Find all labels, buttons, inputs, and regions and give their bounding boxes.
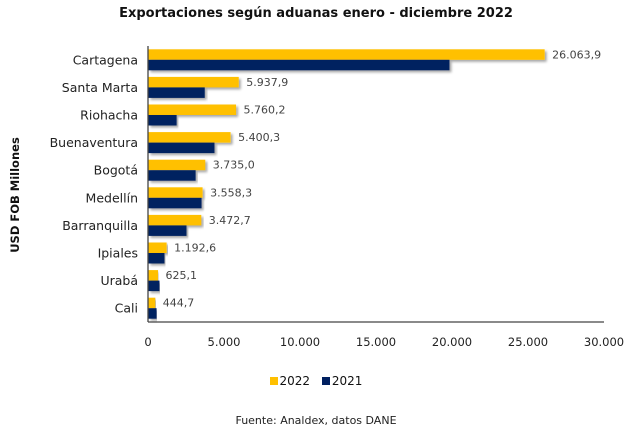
bar-2022-medellin xyxy=(148,187,203,198)
legend-label-2022: 2022 xyxy=(279,374,311,388)
category-label-riohacha: Riohacha xyxy=(80,108,138,123)
bar-2022-buenaventura xyxy=(148,132,231,143)
legend-swatch-2021 xyxy=(321,377,330,385)
data-label-2022-medellin: 3.558,3 xyxy=(210,186,252,199)
category-label-ipiales: Ipiales xyxy=(98,246,138,261)
x-tick-label: 10.000 xyxy=(280,335,320,349)
bar-2022-riohacha xyxy=(148,104,237,115)
bar-2021-medellin xyxy=(148,197,202,209)
bar-2022-uraba xyxy=(148,270,159,281)
x-tick-label: 0 xyxy=(144,335,151,349)
bar-2021-barranquilla xyxy=(148,225,187,236)
bar-2021-ipiales xyxy=(148,253,165,264)
category-label-bogota: Bogotá xyxy=(94,163,138,178)
category-label-santa-marta: Santa Marta xyxy=(62,80,138,95)
data-label-2022-riohacha: 5.760,2 xyxy=(244,104,286,117)
bar-2021-buenaventura xyxy=(148,142,215,154)
category-label-medellin: Medellín xyxy=(86,190,138,205)
source-note: Fuente: Analdex, datos DANE xyxy=(235,414,397,427)
category-label-cali: Cali xyxy=(115,301,138,316)
bar-2021-cali xyxy=(148,308,157,319)
bar-2022-cartagena xyxy=(148,49,545,60)
bar-2022-bogota xyxy=(148,159,206,171)
data-label-2022-santa-marta: 5.937,9 xyxy=(246,76,288,89)
data-label-2022-cartagena: 26.063,9 xyxy=(552,48,601,61)
data-label-2022-bogota: 3.735,0 xyxy=(213,159,255,172)
legend-item-2021: 2021 xyxy=(321,374,363,388)
bar-2022-barranquilla xyxy=(148,214,202,226)
bar-2021-cartagena xyxy=(148,59,450,71)
x-tick-label: 30.000 xyxy=(584,335,624,349)
x-tick-label: 5.000 xyxy=(208,335,241,349)
category-label-uraba: Urabá xyxy=(100,273,138,288)
bar-2021-santa-marta xyxy=(148,87,205,98)
x-tick-label: 15.000 xyxy=(356,335,396,349)
data-label-2022-uraba: 625,1 xyxy=(166,269,198,282)
bar-2022-cali xyxy=(148,297,156,309)
bar-2021-riohacha xyxy=(148,115,177,126)
legend-item-2022: 2022 xyxy=(269,374,311,388)
bar-2021-uraba xyxy=(148,280,160,292)
x-tick-label: 20.000 xyxy=(432,335,472,349)
legend: 2022 2021 xyxy=(0,374,632,388)
chart-title: Exportaciones según aduanas enero - dici… xyxy=(119,6,513,21)
category-label-barranquilla: Barranquilla xyxy=(62,218,138,233)
category-label-buenaventura: Buenaventura xyxy=(50,135,138,150)
bar-2022-santa-marta xyxy=(148,76,239,88)
x-tick-label: 25.000 xyxy=(508,335,548,349)
bar-2022-ipiales xyxy=(148,242,167,253)
bar-2021-bogota xyxy=(148,170,196,181)
data-label-2022-cali: 444,7 xyxy=(163,297,195,310)
category-label-cartagena: Cartagena xyxy=(73,52,138,67)
legend-swatch-2022 xyxy=(269,377,278,385)
data-label-2022-barranquilla: 3.472,7 xyxy=(209,214,251,227)
data-label-2022-ipiales: 1.192,6 xyxy=(174,242,216,255)
data-label-2022-buenaventura: 5.400,3 xyxy=(238,131,280,144)
legend-label-2021: 2021 xyxy=(331,374,363,388)
